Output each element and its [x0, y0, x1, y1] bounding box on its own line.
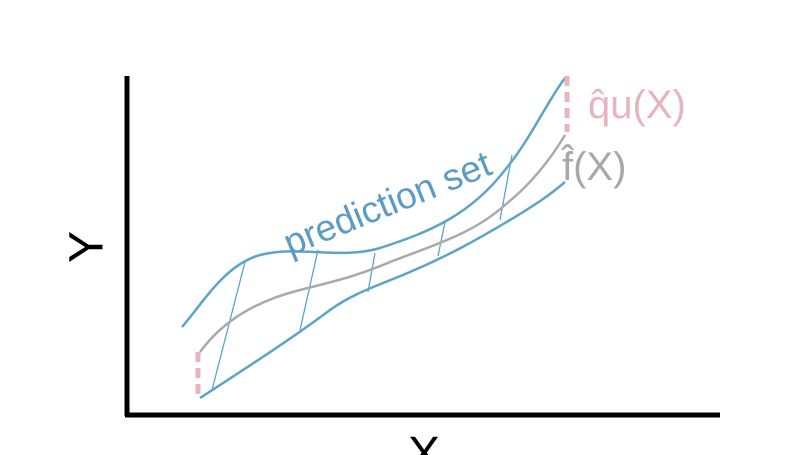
upper-curve — [181, 77, 566, 328]
lower-curve — [199, 181, 566, 400]
center-label: f̂(X) — [560, 143, 626, 189]
y-axis-label: Y — [61, 231, 114, 263]
hatching — [211, 154, 513, 391]
upper-label: q̂u(X) — [588, 83, 686, 127]
center-curve — [198, 134, 567, 353]
x-axis-label: X — [408, 428, 440, 455]
